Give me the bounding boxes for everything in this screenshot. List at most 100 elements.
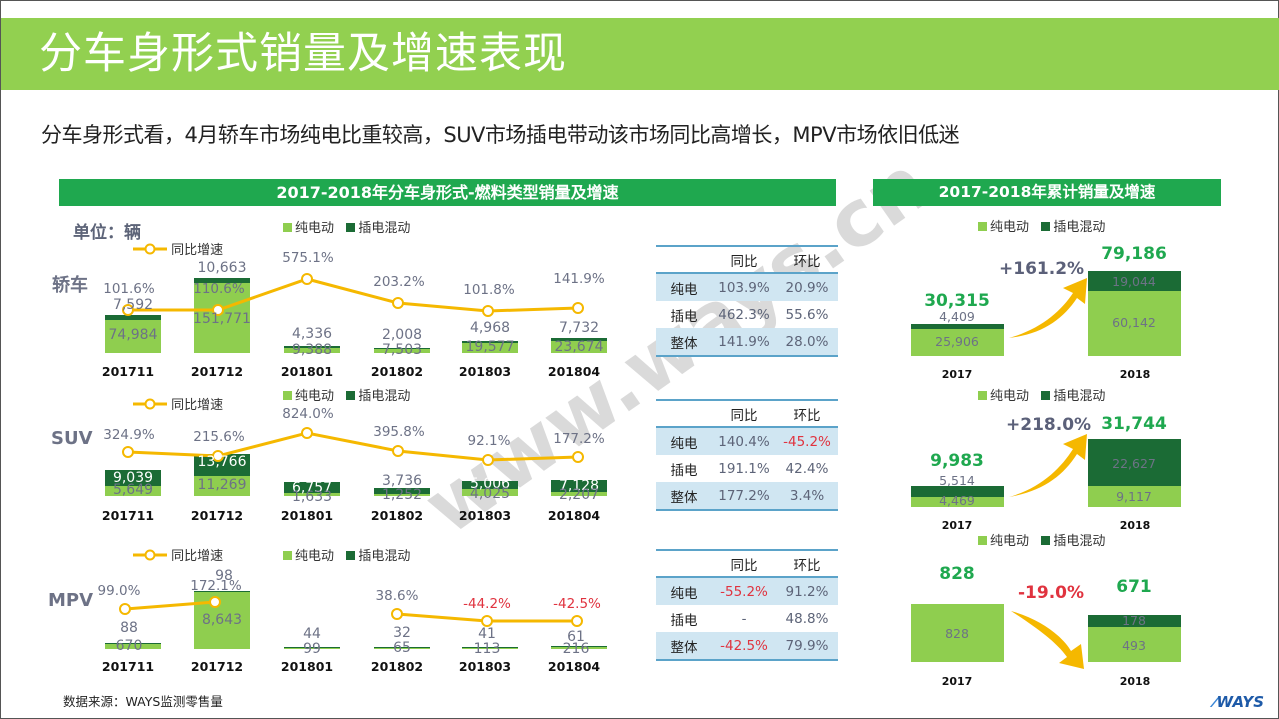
cum3-2018-total: 671	[1116, 577, 1152, 597]
mpv-bev-201711: 670	[115, 638, 143, 654]
mpv-cat-201712: 201712	[190, 659, 244, 674]
mpv-phev-201804: 61	[567, 629, 585, 645]
cum2-growth: +218.0%	[1006, 415, 1092, 435]
suv-bev-201801: 1,633	[291, 489, 333, 505]
table-cell-mom: -45.2%	[783, 433, 831, 450]
cum3-2017-total: 828	[939, 564, 975, 584]
suv-phev-bar-201803	[462, 481, 518, 489]
suv-phev-bar-201804	[551, 480, 607, 492]
bev-legend-label: 纯电动	[295, 221, 335, 236]
suv-bev-201802: 1,252	[381, 487, 423, 503]
sedan-cat-201804: 201804	[547, 364, 601, 379]
mpv-phev-bar-201712	[194, 591, 250, 592]
cum1-2018-bev-bar	[1088, 291, 1181, 356]
bev-legend-label: 纯电动	[295, 549, 335, 564]
left-section-header: 2017-2018年分车身形式-燃料类型销量及增速	[59, 179, 836, 206]
mpv-phev-bar-201803	[462, 647, 518, 648]
mpv-cat-201711: 201711	[101, 659, 155, 674]
sedan-phev-201801: 4,336	[291, 326, 333, 342]
sedan-bev-201712: 151,771	[193, 311, 251, 327]
cum3-2018-phev: 178	[1122, 613, 1146, 628]
sedan-bev-201801: 9,388	[291, 342, 333, 358]
suv-bev-201804: 2,207	[558, 487, 600, 503]
logo-text: WAYS	[1216, 693, 1265, 711]
cum2-2017-phev-bar	[911, 486, 1004, 497]
bev-legend-label: 纯电动	[990, 389, 1030, 404]
suv-bev-201712: 11,269	[197, 477, 247, 493]
sedan-cat-201803: 201803	[458, 364, 512, 379]
cum2-2017-bev-bar	[911, 497, 1004, 507]
mpv-bev-201803: 113	[473, 641, 501, 657]
sedan-cat-201711: 201711	[101, 364, 155, 379]
suv-bev-bar-201711	[105, 486, 161, 496]
sedan-yoy-201803: 101.8%	[463, 282, 515, 298]
sedan-cat-201801: 201801	[280, 364, 334, 379]
cum1-2017-phev-bar	[911, 324, 1004, 329]
cum2-2018-label: 2018	[1119, 519, 1151, 532]
yoy-line-marker-icon	[133, 398, 167, 410]
sedan-phev-201711: 7,592	[112, 297, 154, 313]
bev-legend-swatch	[978, 391, 987, 400]
suv-growth-table: 同比 环比 纯电 140.4% -45.2% 插电 191.1% 42.4% 整…	[656, 399, 838, 511]
cum3-2017-bev-bar	[911, 604, 1004, 662]
suv-phev-201712: 13,766	[197, 454, 247, 470]
suv-bev-201803: 4,025	[469, 486, 511, 502]
sedan-phev-bar-201711	[105, 315, 161, 320]
suv-phev-201804: 7,128	[558, 478, 600, 494]
sedan-bev-bar-201801	[284, 348, 340, 353]
logo-swoosh-icon: ⁄	[1214, 693, 1217, 711]
suv-yoy-201802: 395.8%	[373, 424, 425, 440]
mpv-phev-201711: 88	[120, 620, 138, 636]
table-cell-mom: 3.4%	[789, 487, 825, 504]
sedan-phev-bar-201712	[194, 278, 250, 283]
suv-cat-201804: 201804	[547, 508, 601, 523]
table-row-label: 纯电	[670, 281, 698, 298]
segment-label-suv: SUV	[51, 428, 93, 449]
sedan-bev-201802: 7,503	[381, 342, 423, 358]
suv-bev-bar-201804	[551, 492, 607, 496]
page-title: 分车身形式销量及增速表现	[39, 29, 567, 79]
suv-yoy-201804: 177.2%	[553, 431, 605, 447]
mpv-bev-201712: 8,643	[201, 612, 243, 628]
suv-cat-201711: 201711	[101, 508, 155, 523]
sedan-yoy-201712: 110.6%	[193, 281, 245, 297]
cum2-2018-total: 31,744	[1101, 414, 1167, 434]
cum1-2017-label: 2017	[941, 368, 973, 381]
sedan-phev-201802: 2,008	[381, 327, 423, 343]
cum1-2017-phev: 4,409	[939, 309, 975, 324]
table-cell-mom: 20.9%	[785, 279, 829, 296]
suv-bev-bar-201802	[374, 494, 430, 496]
cum1-up-arrow-icon	[1009, 278, 1087, 338]
suv-phev-201801: 6,757	[291, 480, 333, 496]
cum3-2018-phev-bar	[1088, 615, 1181, 627]
bev-legend-label: 纯电动	[295, 389, 335, 404]
cum-legend-2: 纯电动 插电混动	[978, 385, 1105, 404]
table-cell-yoy: 103.9%	[718, 279, 770, 296]
mpv-cat-201801: 201801	[280, 659, 334, 674]
mpv-yoy-201802: 38.6%	[375, 588, 419, 604]
table-header-row: 同比 环比	[656, 551, 838, 578]
phev-legend-swatch	[1041, 222, 1051, 231]
table-cell-mom: 55.6%	[785, 306, 829, 323]
sedan-legend: 纯电动 插电混动	[283, 217, 410, 236]
table-row: 整体 177.2% 3.4%	[656, 482, 838, 509]
table-cell-yoy: -	[741, 610, 747, 627]
mpv-phev-bar-201802	[374, 647, 430, 648]
bev-legend-swatch	[978, 536, 987, 545]
table-header-row: 同比 环比	[656, 401, 838, 428]
suv-cat-201802: 201802	[370, 508, 424, 523]
mpv-phev-201801: 44	[303, 626, 321, 642]
cum1-2018-phev-bar	[1088, 271, 1181, 291]
cum-legend-3: 纯电动 插电混动	[978, 530, 1105, 549]
table-cell-yoy: 140.4%	[718, 433, 770, 450]
table-row: 纯电 140.4% -45.2%	[656, 428, 838, 455]
table-header-row: 同比 环比	[656, 247, 838, 274]
cum3-2017-bev: 828	[945, 626, 969, 641]
mpv-cat-201804: 201804	[547, 659, 601, 674]
cum3-down-arrow-icon	[1011, 611, 1084, 669]
sedan-yoy-legend: 同比增速	[133, 239, 223, 258]
cum2-2017-bev: 4,469	[939, 493, 975, 508]
cum2-up-arrow-icon	[1009, 434, 1087, 497]
sedan-bev-bar-201711	[105, 320, 161, 353]
table-row-label: 纯电	[670, 435, 698, 452]
